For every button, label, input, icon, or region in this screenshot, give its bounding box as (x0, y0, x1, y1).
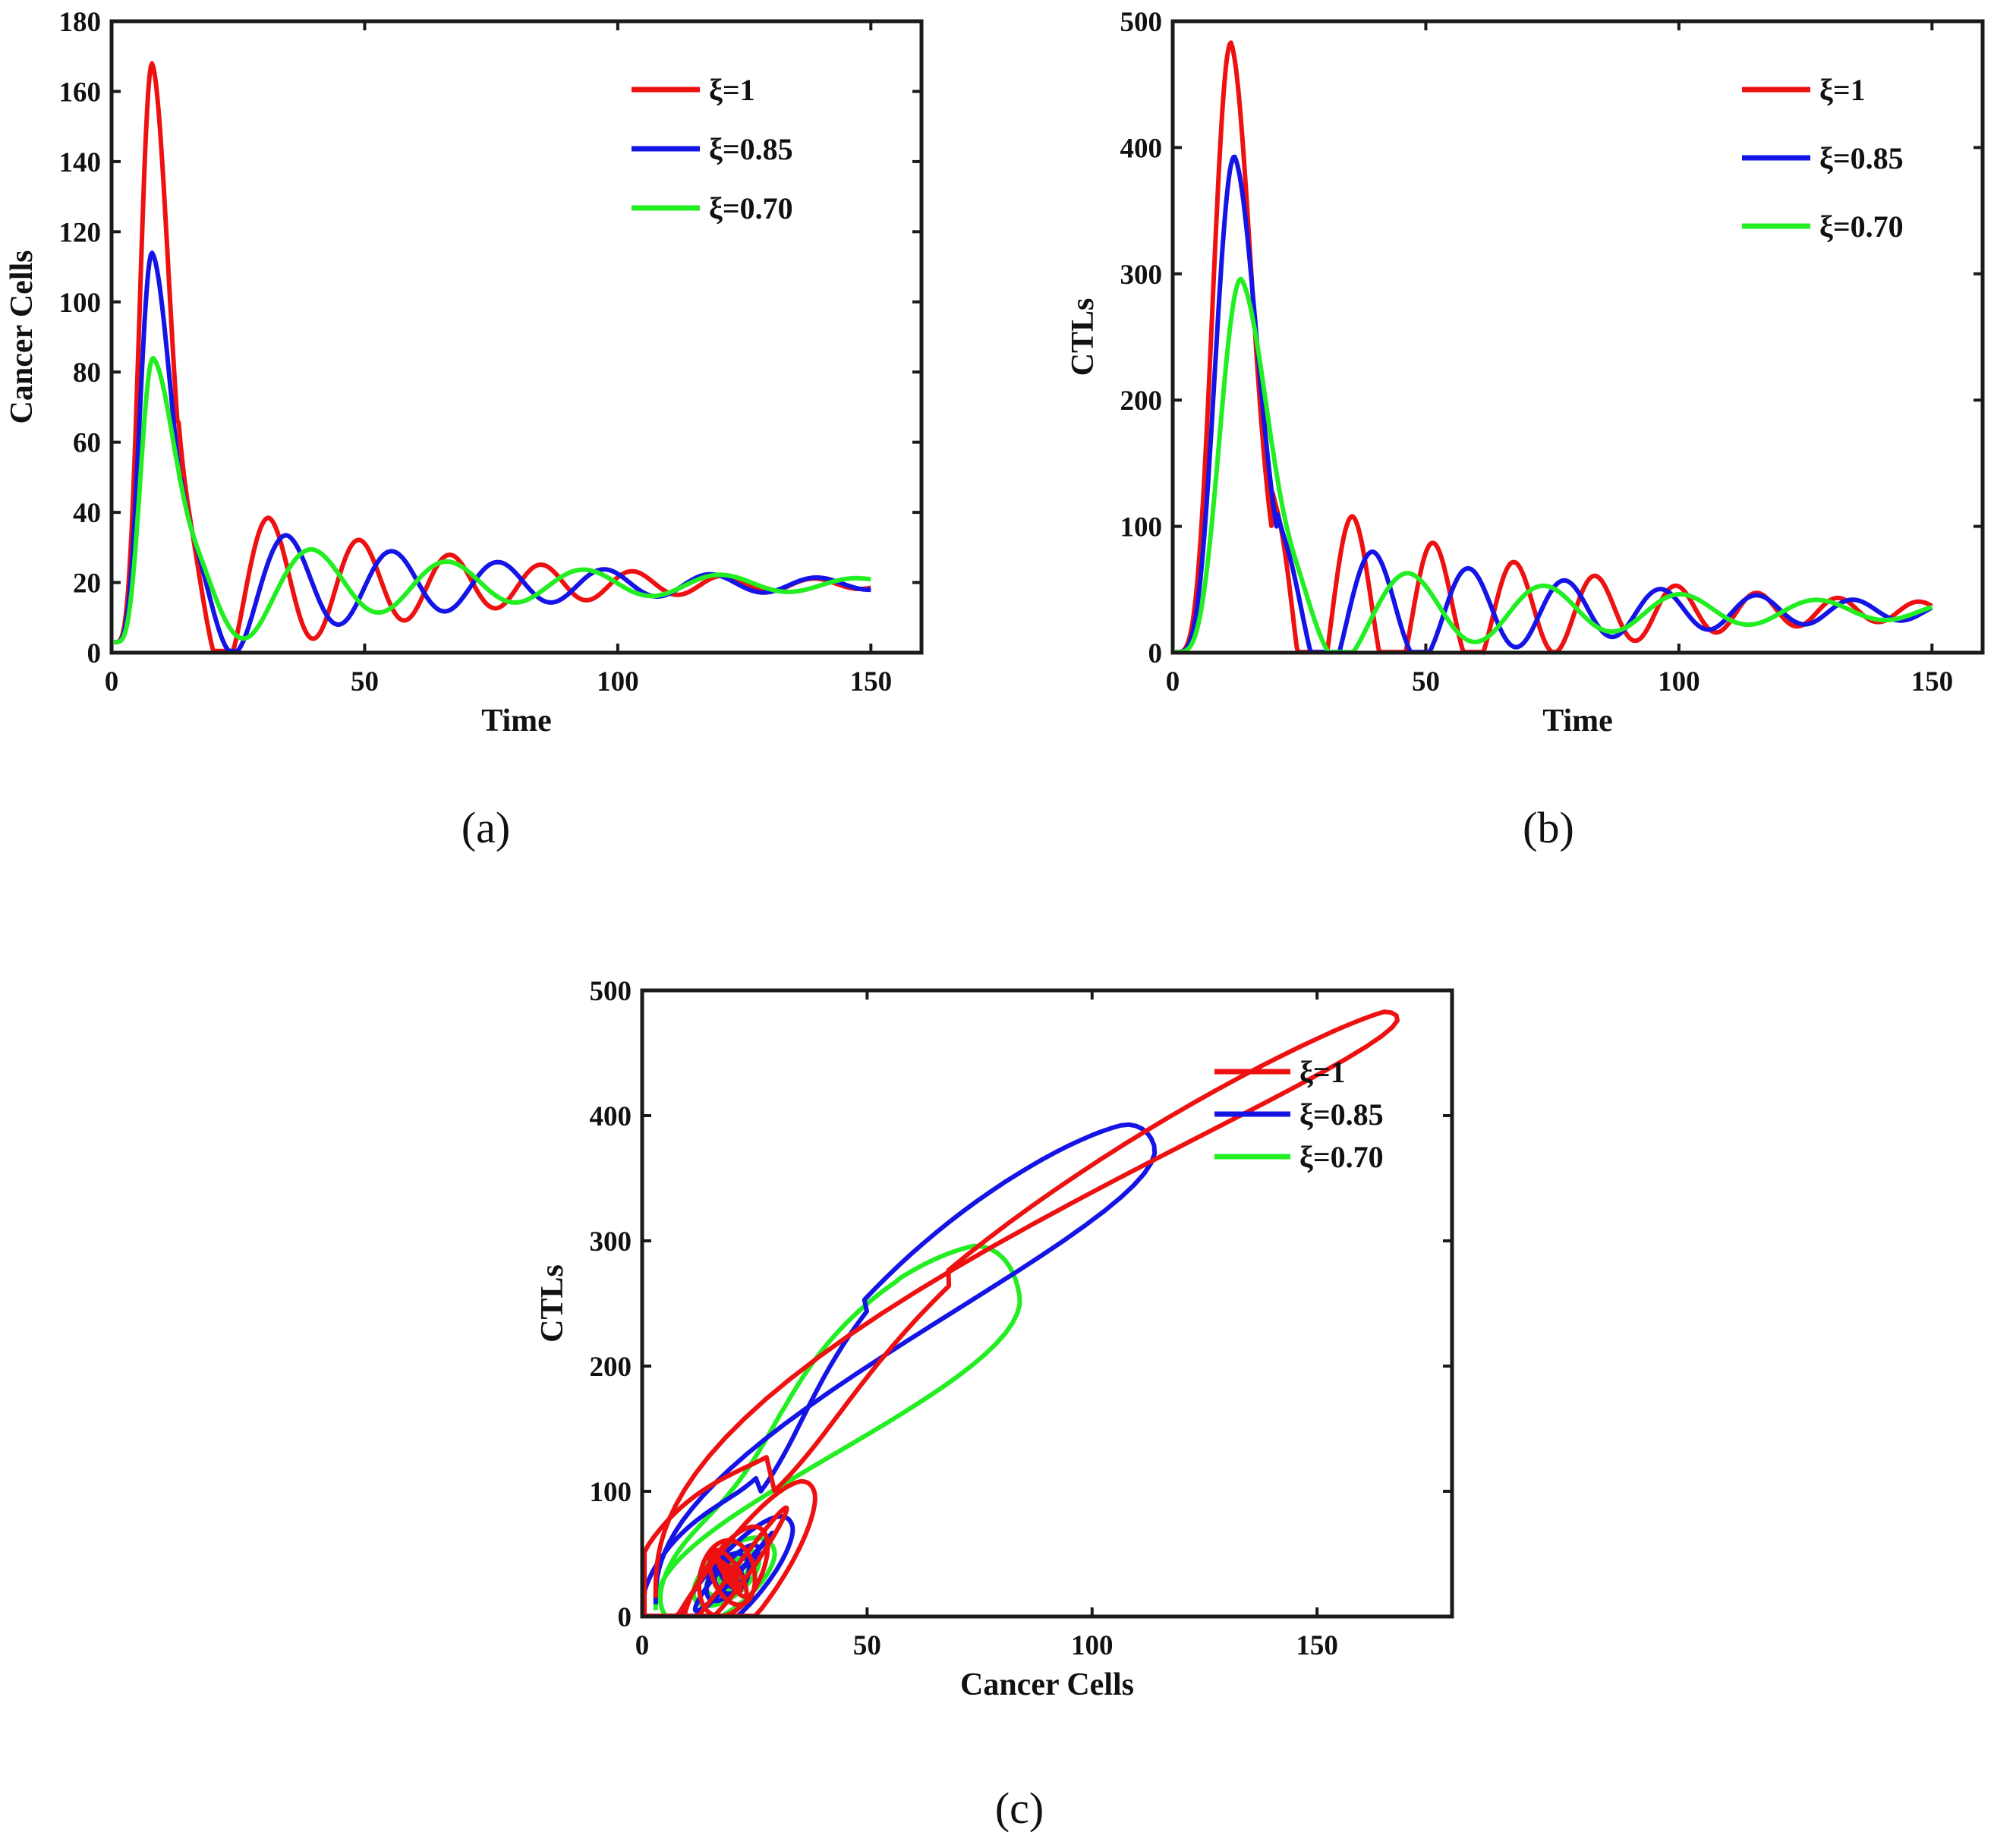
y-tick-label-c-2: 200 (590, 1352, 632, 1383)
series-line-a-0 (113, 61, 872, 653)
y-tick-label-b-4: 400 (1120, 133, 1163, 164)
y-tick-label-c-5: 500 (590, 976, 632, 1007)
legend-label-b-0: ξ=1 (1819, 73, 1866, 107)
x-tick-label-a-2: 100 (597, 666, 639, 697)
x-axis-label-c: Cancer Cells (960, 1667, 1134, 1702)
x-tick-label-a-1: 50 (351, 666, 379, 697)
x-axis-label-b: Time (1542, 704, 1613, 738)
y-tick-label-b-1: 100 (1120, 512, 1163, 543)
x-tick-label-b-3: 150 (1911, 666, 1954, 697)
y-tick-label-a-5: 100 (59, 288, 102, 319)
y-tick-label-b-5: 500 (1120, 7, 1163, 38)
y-tick-label-a-7: 140 (59, 147, 102, 178)
legend-label-a-0: ξ=1 (709, 73, 755, 107)
y-tick-label-a-4: 80 (73, 357, 101, 389)
legend-label-c-1: ξ=0.85 (1299, 1097, 1384, 1132)
chart-c: 0 50 100 150 0 100 200 300 400 500 Cancer Cells CTL… (535, 976, 1454, 1833)
panel-label-b: (b) (1523, 803, 1574, 852)
legend-label-c-0: ξ=1 (1299, 1055, 1346, 1089)
series-line-a-1 (113, 250, 872, 653)
legend-label-b-1: ξ=0.85 (1819, 141, 1904, 175)
x-tick-label-b-1: 50 (1412, 666, 1440, 697)
y-tick-label-a-6: 120 (59, 217, 102, 248)
y-tick-label-c-4: 400 (590, 1101, 632, 1132)
x-tick-label-c-2: 100 (1071, 1630, 1114, 1661)
series-line-b-2 (1174, 276, 1933, 655)
x-tick-label-c-1: 50 (853, 1630, 881, 1661)
x-tick-label-b-2: 100 (1658, 666, 1700, 697)
x-axis-label-a: Time (481, 704, 552, 738)
y-tick-label-c-0: 0 (618, 1602, 632, 1633)
y-axis-label-c: CTLs (535, 1264, 570, 1343)
panel-label-a: (a) (461, 803, 510, 852)
chart-a: 0 50 100 150 0 20 40 60 80 100 120 140 160 180 Time Can… (5, 7, 924, 852)
y-tick-label-b-0: 0 (1148, 638, 1163, 669)
plot-frame-b (1170, 19, 1985, 655)
x-tick-label-c-0: 0 (635, 1630, 650, 1661)
x-tick-label-c-3: 150 (1296, 1630, 1338, 1661)
plot-frame-a (109, 19, 924, 655)
y-tick-label-b-2: 200 (1120, 386, 1163, 417)
y-tick-label-b-3: 300 (1120, 260, 1163, 291)
y-tick-label-c-3: 300 (590, 1226, 632, 1258)
y-tick-label-a-9: 180 (59, 7, 102, 38)
legend-label-b-2: ξ=0.70 (1819, 209, 1904, 244)
series-line-a-2 (113, 356, 872, 645)
y-tick-label-a-0: 0 (87, 638, 102, 669)
y-tick-label-c-1: 100 (590, 1477, 632, 1508)
phase-line-c-0 (642, 1009, 1400, 1619)
chart-b: 0 50 100 150 0 100 200 300 400 500 Time CTLs (b) ξ=1 ξ… (1066, 7, 1985, 852)
y-tick-label-a-2: 40 (73, 498, 101, 529)
x-tick-label-b-0: 0 (1166, 666, 1180, 697)
y-tick-label-a-3: 60 (73, 428, 101, 459)
y-tick-label-a-1: 20 (73, 568, 101, 600)
y-axis-label-b: CTLs (1066, 298, 1101, 376)
panel-label-c: (c) (995, 1783, 1044, 1833)
plot-frame-c (640, 988, 1454, 1619)
x-tick-label-a-0: 0 (105, 666, 119, 697)
legend-label-c-2: ξ=0.70 (1299, 1140, 1384, 1174)
y-axis-label-a: Cancer Cells (5, 250, 39, 423)
x-tick-label-a-3: 150 (850, 666, 893, 697)
legend-label-a-2: ξ=0.70 (709, 191, 793, 225)
legend-label-a-1: ξ=0.85 (709, 132, 793, 166)
y-tick-label-a-8: 160 (59, 77, 102, 108)
